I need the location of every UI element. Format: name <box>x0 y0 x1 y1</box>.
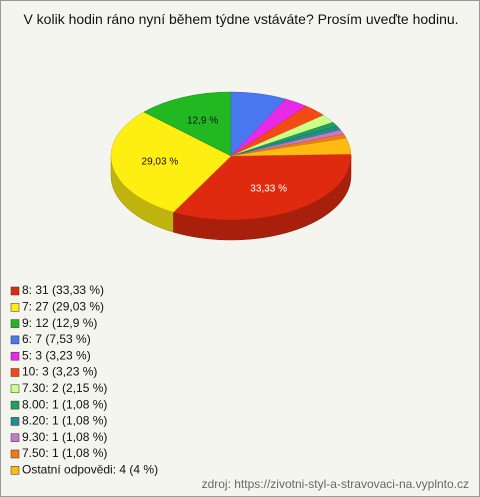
legend-label: 8.20: 1 (1,08 %) <box>22 414 107 428</box>
legend-label: 9.30: 1 (1,08 %) <box>22 430 107 444</box>
legend-swatch <box>10 368 20 377</box>
legend-swatch <box>10 384 20 394</box>
pie-slice <box>110 111 232 213</box>
legend-label: 8.00: 1 (1,08 %) <box>22 397 107 411</box>
slice-label: 29,03 % <box>142 157 179 168</box>
legend-swatch <box>10 449 20 459</box>
legend-swatch <box>10 303 20 312</box>
legend-swatch <box>10 335 20 345</box>
legend-label: 5: 3 (3,23 %) <box>22 348 91 362</box>
legend-label: 7: 27 (29,03 %) <box>22 299 104 313</box>
legend-swatch <box>10 417 20 426</box>
legend-swatch <box>10 400 20 410</box>
legend-label: 8: 31 (33,33 %) <box>22 283 104 297</box>
pie-slice <box>173 153 352 221</box>
legend-label: 6: 7 (7,53 %) <box>22 332 91 346</box>
legend-label: 9: 12 (12,9 %) <box>22 316 97 330</box>
legend-swatch <box>10 433 20 442</box>
legend-label: 10: 3 (3,23 %) <box>22 365 97 379</box>
pie-slice <box>143 91 232 157</box>
legend-label: Ostatní odpovědi: 4 (4 %) <box>22 462 158 476</box>
legend-label: 7.50: 1 (1,08 %) <box>22 446 107 460</box>
slice-label: 33,33 % <box>250 183 287 194</box>
legend-swatch <box>10 351 20 361</box>
slice-label: 12,9 % <box>187 115 218 126</box>
legend-label: 7.30: 2 (2,15 %) <box>22 381 107 395</box>
source: zdroj: https://zivotni-styl-a-stravovaci… <box>202 477 469 491</box>
chart-title: V kolik hodin ráno nyní během týdne vstá… <box>23 11 459 27</box>
legend-swatch <box>10 286 20 296</box>
legend-swatch <box>10 319 20 328</box>
pie-slice <box>230 137 352 157</box>
legend-swatch <box>10 466 20 475</box>
